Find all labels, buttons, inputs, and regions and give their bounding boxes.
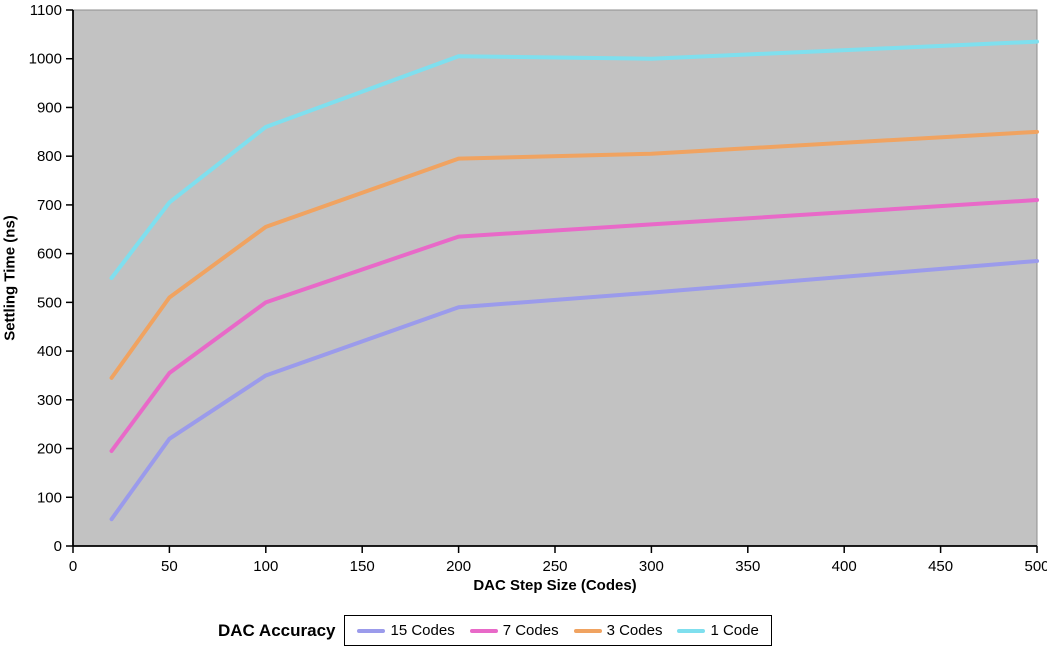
x-axis-title: DAC Step Size (Codes) bbox=[473, 577, 637, 594]
y-tick-label: 600 bbox=[37, 246, 62, 263]
x-tick-label: 450 bbox=[928, 558, 953, 575]
y-tick-label: 300 bbox=[37, 392, 62, 409]
y-tick-label: 400 bbox=[37, 343, 62, 360]
x-tick-label: 200 bbox=[446, 558, 471, 575]
legend-entry-7-codes: 7 Codes bbox=[469, 622, 559, 639]
series-swatch-3-codes bbox=[573, 628, 602, 633]
y-tick-label: 800 bbox=[37, 148, 62, 165]
y-tick-label: 700 bbox=[37, 197, 62, 214]
x-tick-label: 150 bbox=[350, 558, 375, 575]
series-swatch-1-code bbox=[677, 628, 706, 633]
legend-label: 3 Codes bbox=[606, 622, 663, 639]
x-tick-label: 0 bbox=[69, 558, 77, 575]
legend-entry-1-code: 1 Code bbox=[677, 622, 759, 639]
y-axis-title: Settling Time (ns) bbox=[1, 215, 19, 341]
y-tick-label: 100 bbox=[37, 489, 62, 506]
legend: DAC Accuracy 15 Codes 7 Codes 3 Codes 1 … bbox=[218, 615, 772, 646]
series-swatch-15-codes bbox=[357, 628, 386, 633]
x-tick-label: 300 bbox=[639, 558, 664, 575]
y-tick-label: 0 bbox=[54, 538, 62, 555]
series-line-3-codes bbox=[109, 129, 1039, 380]
legend-box: 15 Codes 7 Codes 3 Codes 1 Code bbox=[344, 615, 772, 646]
legend-label: 7 Codes bbox=[502, 622, 559, 639]
y-tick-label: 900 bbox=[37, 99, 62, 116]
series-line-7-codes bbox=[109, 198, 1039, 453]
series-line-1-code bbox=[109, 39, 1039, 280]
series-swatch-7-codes bbox=[469, 628, 498, 633]
y-tick-label: 500 bbox=[37, 294, 62, 311]
y-tick-label: 200 bbox=[37, 441, 62, 458]
legend-entry-3-codes: 3 Codes bbox=[573, 622, 663, 639]
x-tick-label: 500 bbox=[1024, 558, 1047, 575]
x-tick-label: 250 bbox=[542, 558, 567, 575]
series-line-15-codes bbox=[109, 258, 1039, 522]
x-tick-label: 350 bbox=[735, 558, 760, 575]
y-tick-label: 1100 bbox=[30, 2, 62, 19]
x-tick-label: 100 bbox=[253, 558, 278, 575]
x-tick-label: 50 bbox=[161, 558, 178, 575]
plot-background bbox=[72, 9, 1038, 547]
y-tick-label: 1000 bbox=[29, 51, 62, 68]
legend-entry-15-codes: 15 Codes bbox=[357, 622, 455, 639]
legend-label: 15 Codes bbox=[390, 622, 455, 639]
legend-title: DAC Accuracy bbox=[218, 620, 336, 640]
legend-label: 1 Code bbox=[710, 622, 759, 639]
x-tick-label: 400 bbox=[832, 558, 857, 575]
